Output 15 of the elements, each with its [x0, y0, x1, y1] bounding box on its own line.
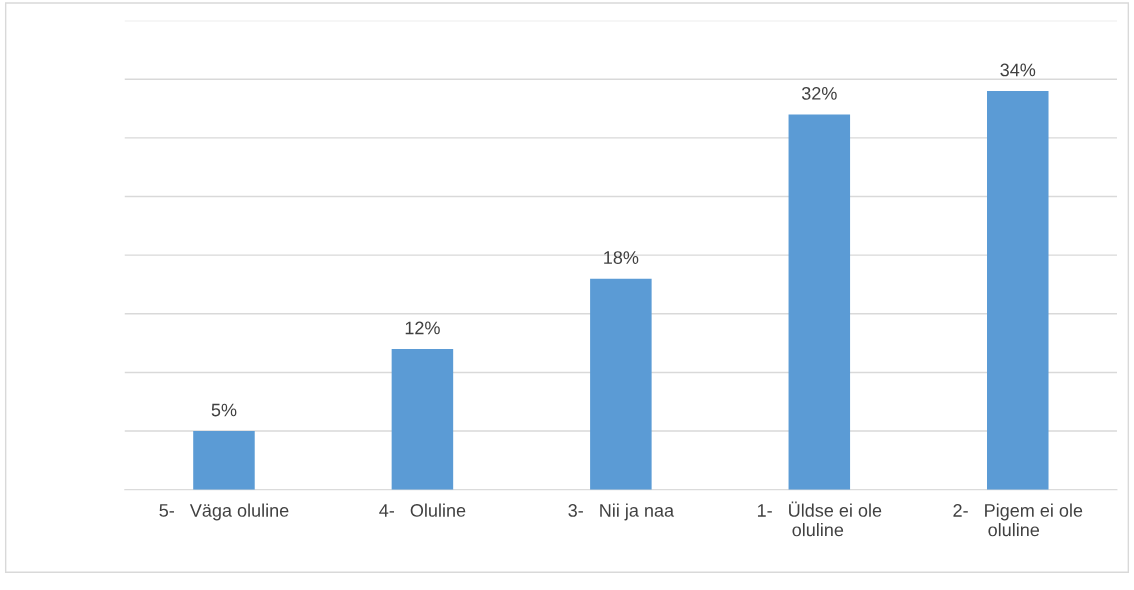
bar [590, 278, 652, 490]
bar [391, 348, 454, 490]
data-label: 12% [405, 321, 440, 335]
x-tick-label: 1- Üldse ei ole oluline [757, 501, 882, 537]
data-label: 34% [1000, 63, 1036, 77]
x-tick-label: 5- Väga oluline [159, 503, 289, 521]
bar [987, 91, 1049, 490]
bar [193, 431, 255, 490]
data-label: 18% [604, 251, 639, 264]
x-tick-label: 3- Nii ja naa [568, 503, 675, 521]
x-tick-label: 4- Oluline [379, 503, 466, 517]
data-label: 32% [801, 86, 837, 100]
bar [788, 114, 851, 490]
x-tick-label: 2- Pigem ei ole oluline [953, 503, 1083, 537]
data-label: 5% [211, 403, 237, 417]
